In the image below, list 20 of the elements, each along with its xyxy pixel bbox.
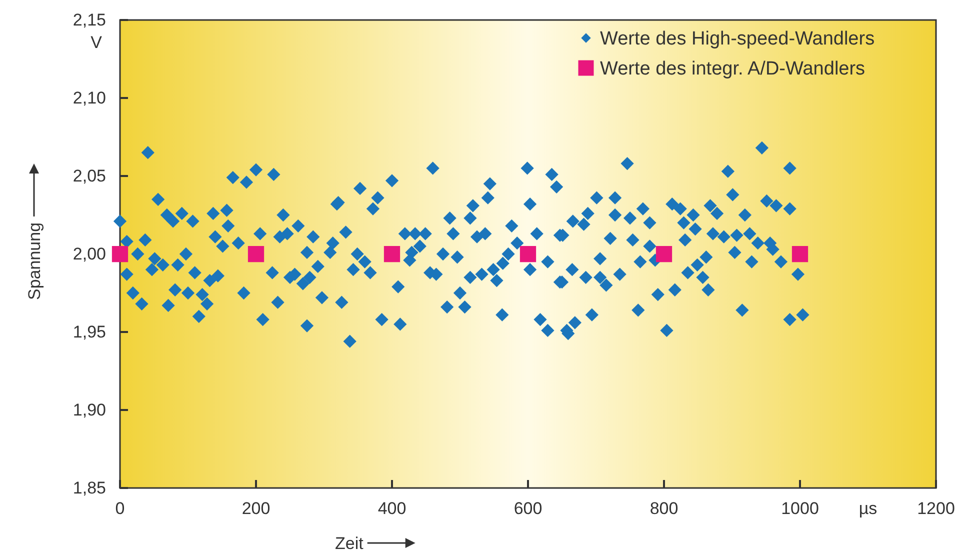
x-tick-label: 400: [378, 499, 406, 518]
text: µs: [858, 499, 878, 518]
y-tick-label: 1,90: [72, 400, 106, 420]
x-axis-title: Zeit: [335, 534, 364, 553]
x-tick-label: 800: [650, 499, 678, 518]
y-tick-label: 1,95: [72, 322, 106, 342]
x-tick-label: 1000: [781, 499, 819, 518]
x-tick-label: 0: [115, 499, 125, 518]
y-tick-label: 1,85: [72, 478, 106, 498]
y-tick-label: 2,05: [72, 166, 106, 186]
y-tick-label: 2,15: [72, 10, 106, 30]
y-tick-label: 2,00: [72, 244, 106, 264]
x-tick-label: 600: [514, 499, 542, 518]
x-tick-label: 1200: [917, 499, 955, 518]
legend-label: Werte des integr. A/D-Wandlers: [600, 58, 866, 80]
text: V: [90, 33, 103, 52]
x-tick-label: 200: [242, 499, 270, 518]
y-axis-title: Spannung: [25, 222, 44, 300]
legend-label: Werte des High-speed-Wandlers: [600, 28, 875, 50]
y-tick-label: 2,10: [72, 88, 106, 108]
